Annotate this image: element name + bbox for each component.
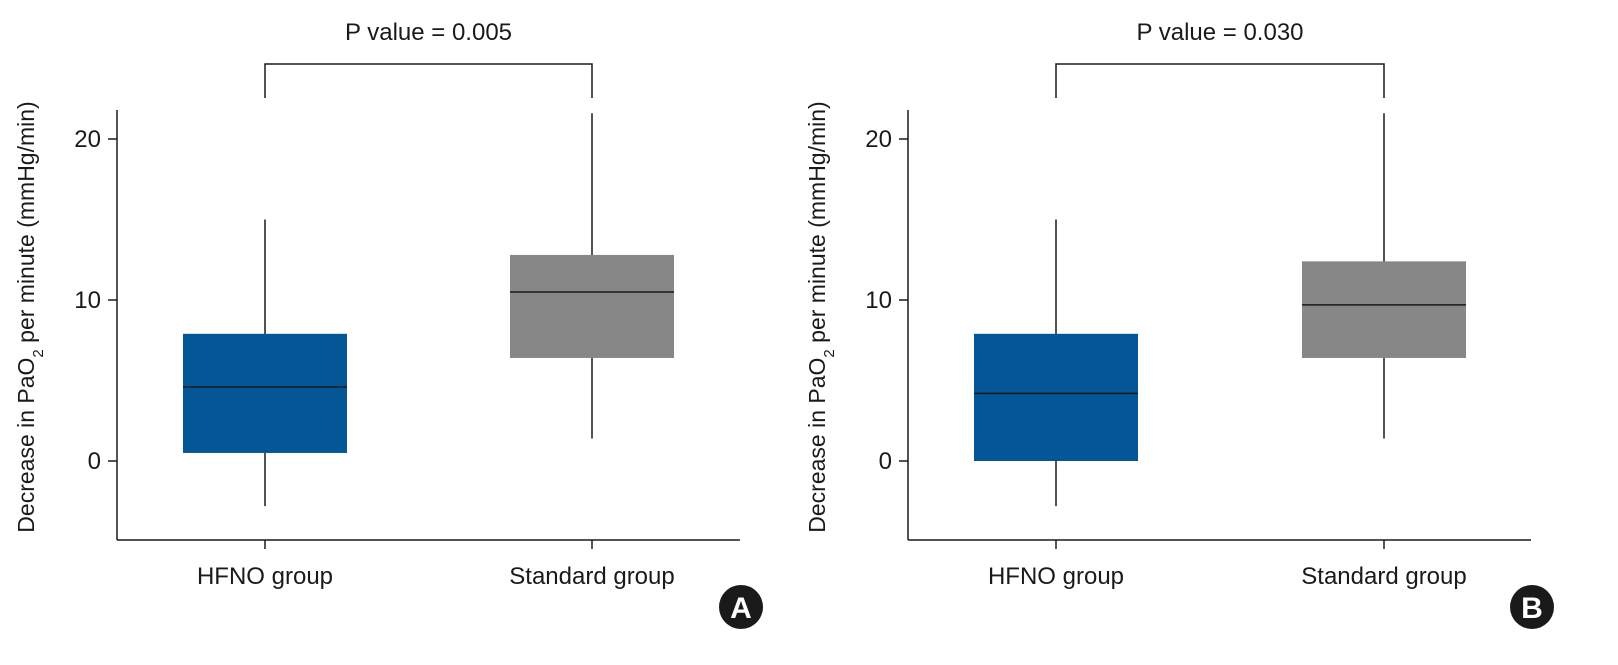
panel-badge-letter: A [730,592,752,625]
y-axis-label-tail: per minute (mmHg/min) [13,101,39,349]
y-axis-label-main: Decrease in PaO [13,358,39,533]
y-tick-label: 10 [74,287,101,314]
panel-badge-letter: B [1521,592,1543,625]
x-tick-label: Standard group [509,563,674,590]
box-iqr-standard [1302,261,1466,358]
y-tick-label: 0 [879,448,892,475]
y-axis-label: Decrease in PaO2 per minute (mmHg/min) [13,101,47,532]
p-value-label: P value = 0.030 [1136,19,1303,46]
y-axis-label-subscript: 2 [30,349,47,357]
box-iqr-standard [510,254,674,358]
y-axis-label-main: Decrease in PaO [804,358,830,533]
x-tick-label: Standard group [1301,563,1466,590]
panel-badge [1510,585,1554,629]
box-iqr-hfno [974,333,1138,461]
panel-badge [719,585,763,629]
box-iqr-hfno [183,333,347,453]
y-tick-label: 10 [865,287,892,314]
y-axis-label-subscript: 2 [821,349,838,357]
significance-bracket [264,63,593,98]
y-tick-label: 20 [865,126,892,153]
chart-panel-b: 0 10 20 HFNO group Standard group P value = 0… [804,19,1554,629]
x-tick-label: HFNO group [197,563,333,590]
significance-bracket [1055,63,1385,98]
x-tick-label: HFNO group [988,563,1124,590]
y-axis-label: Decrease in PaO2 per minute (mmHg/min) [804,101,838,532]
y-axis-label-tail: per minute (mmHg/min) [804,101,830,349]
y-tick-label: 20 [74,126,101,153]
y-tick-label: 0 [88,448,101,475]
chart-panel-a: 0 10 20 HFNO group Standard group P value = 0… [13,19,763,629]
p-value-label: P value = 0.005 [345,19,512,46]
